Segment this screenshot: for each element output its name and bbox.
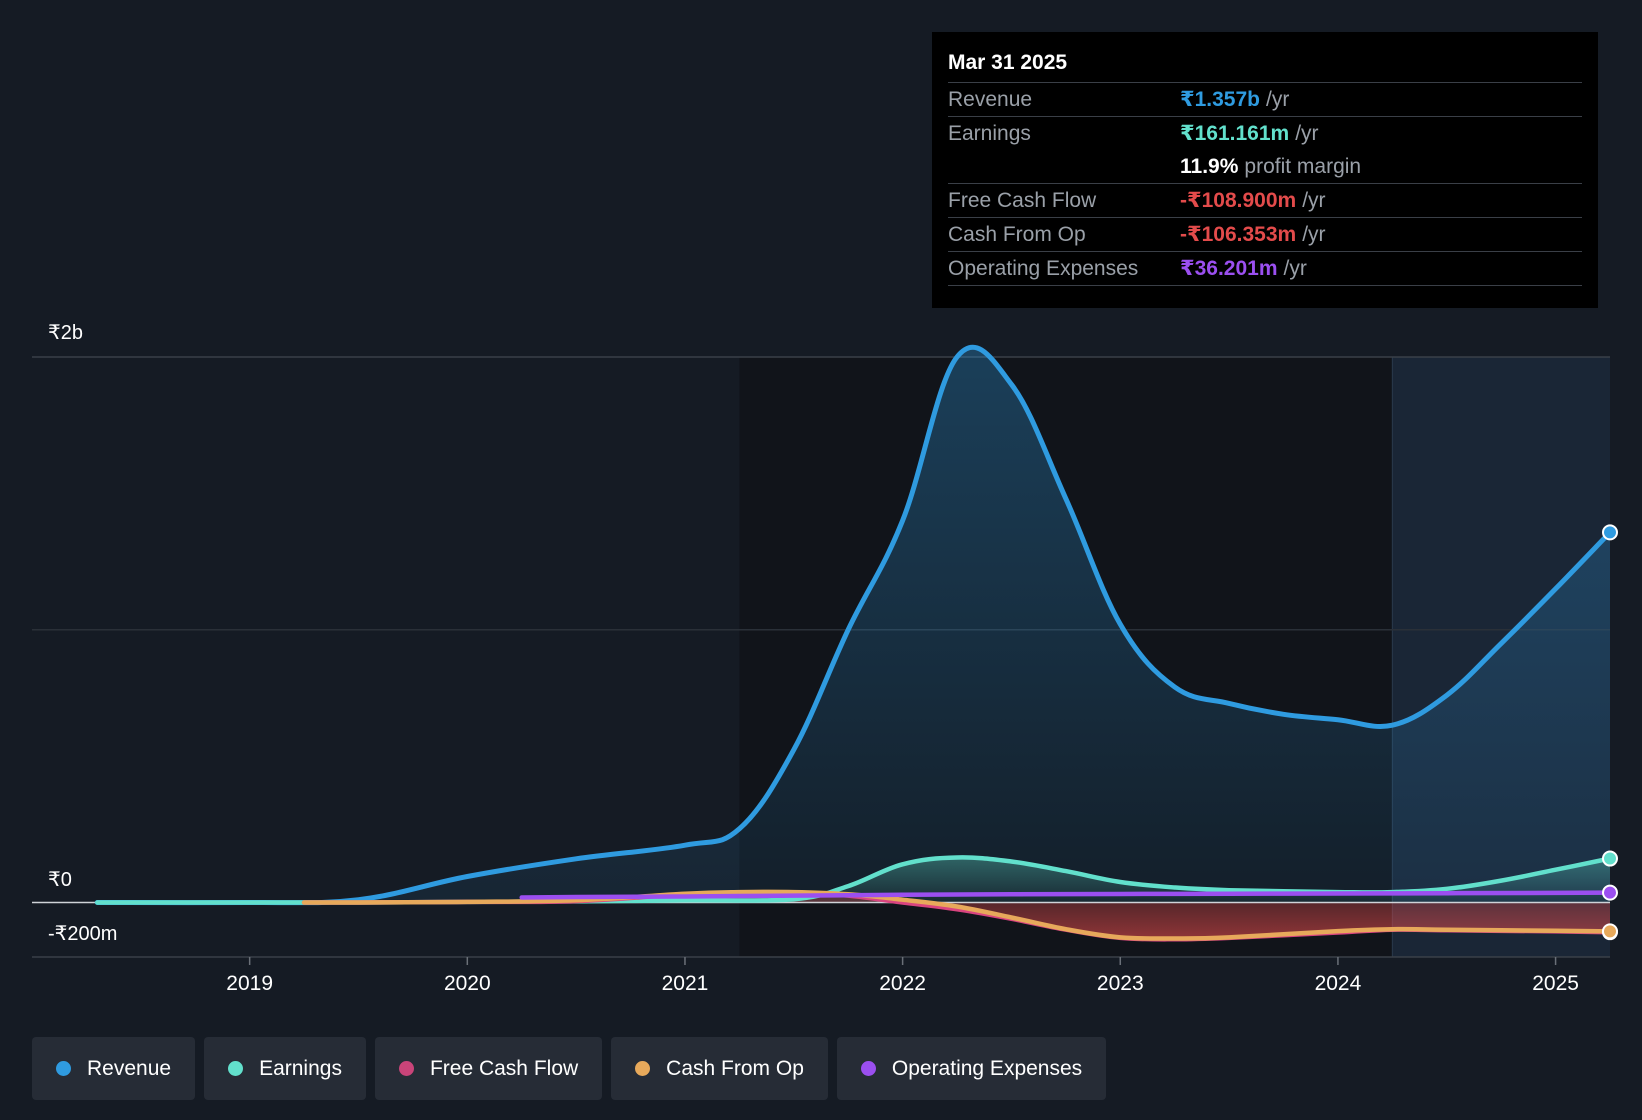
series-line-operating_expenses bbox=[519, 890, 1613, 900]
tooltip-label: Revenue bbox=[948, 88, 1033, 111]
legend-dot-icon bbox=[398, 1061, 414, 1076]
tooltip-row-operating-expenses: Operating Expenses ₹36.201m /yr bbox=[948, 252, 1582, 286]
legend-item-earnings[interactable]: Earnings bbox=[204, 1037, 366, 1100]
tooltip-panel: Mar 31 2025 Revenue ₹1.357b /yr Earnings… bbox=[932, 32, 1598, 308]
tooltip-value: ₹161.161m bbox=[1180, 122, 1290, 145]
series-line-revenue bbox=[94, 344, 1613, 906]
chart-area: 2019 2020 2021 2022 2023 2024 2025 bbox=[32, 344, 1618, 995]
tooltip-label: Cash From Op bbox=[948, 223, 1086, 246]
legend-label: Cash From Op bbox=[666, 1056, 804, 1080]
tooltip-unit: /yr bbox=[1302, 223, 1326, 246]
legend-dot-icon bbox=[635, 1061, 651, 1076]
x-tick-label: 2019 bbox=[226, 972, 273, 995]
legend-label: Earnings bbox=[259, 1056, 342, 1080]
x-tick-label: 2024 bbox=[1315, 972, 1362, 995]
series-line-cash_from_op bbox=[301, 889, 1613, 941]
legend-dot-icon bbox=[56, 1061, 71, 1076]
x-tick-label: 2022 bbox=[879, 972, 926, 995]
tooltip-date: Mar 31 2025 bbox=[948, 46, 1582, 83]
tooltip-unit: /yr bbox=[1302, 189, 1326, 212]
legend-item-revenue[interactable]: Revenue bbox=[32, 1037, 196, 1100]
tooltip-row-profit-margin: 11.9% profit margin bbox=[948, 150, 1582, 184]
x-tick-label: 2023 bbox=[1097, 972, 1144, 995]
x-tick-label: 2020 bbox=[444, 972, 491, 995]
x-tick-label: 2021 bbox=[662, 972, 709, 995]
tooltip-unit: /yr bbox=[1266, 88, 1290, 111]
legend-item-free-cash-flow[interactable]: Free Cash Flow bbox=[374, 1037, 603, 1100]
area-cash_from_op bbox=[304, 891, 1611, 939]
x-tick-label: 2025 bbox=[1532, 972, 1579, 995]
tooltip-unit: /yr bbox=[1283, 257, 1307, 280]
tooltip-value: 11.9% bbox=[1180, 155, 1239, 178]
tooltip-unit: /yr bbox=[1295, 122, 1319, 145]
end-point-operating_expenses[interactable] bbox=[1602, 884, 1618, 901]
legend-label: Revenue bbox=[87, 1056, 172, 1080]
legend-dot-icon bbox=[228, 1061, 244, 1076]
tooltip-value: ₹36.201m bbox=[1180, 257, 1278, 280]
tooltip-row-earnings: Earnings ₹161.161m /yr bbox=[948, 117, 1582, 150]
tooltip-label: Earnings bbox=[948, 122, 1031, 145]
tooltip-value: ₹1.357b bbox=[1180, 88, 1260, 111]
area-revenue bbox=[97, 347, 1610, 903]
legend: Revenue Earnings Free Cash Flow Cash Fro… bbox=[32, 1037, 1107, 1100]
tooltip-row-cash-from-op: Cash From Op -₹106.353m /yr bbox=[948, 218, 1582, 252]
legend-dot-icon bbox=[860, 1061, 876, 1076]
legend-label: Operating Expenses bbox=[891, 1056, 1083, 1080]
legend-label: Free Cash Flow bbox=[429, 1056, 579, 1080]
y-tick-label-neg200m: -₹200m bbox=[48, 923, 118, 945]
end-point-cash_from_op[interactable] bbox=[1602, 923, 1618, 940]
y-tick-label-0: ₹0 bbox=[48, 869, 72, 891]
legend-item-operating-expenses[interactable]: Operating Expenses bbox=[836, 1037, 1107, 1100]
end-point-revenue[interactable] bbox=[1602, 524, 1618, 541]
tooltip-row-free-cash-flow: Free Cash Flow -₹108.900m /yr bbox=[948, 184, 1582, 218]
tooltip-unit: profit margin bbox=[1244, 155, 1362, 178]
legend-item-cash-from-op[interactable]: Cash From Op bbox=[611, 1037, 828, 1100]
tooltip-label: Operating Expenses bbox=[948, 257, 1139, 280]
end-point-earnings[interactable] bbox=[1602, 850, 1618, 867]
y-tick-label-2b: ₹2b bbox=[48, 322, 83, 344]
tooltip-label: Free Cash Flow bbox=[948, 189, 1097, 212]
tooltip-value: -₹108.900m bbox=[1180, 189, 1297, 212]
tooltip-label bbox=[948, 150, 1180, 183]
tooltip-row-revenue: Revenue ₹1.357b /yr bbox=[948, 83, 1582, 117]
tooltip-value: -₹106.353m bbox=[1180, 223, 1297, 246]
